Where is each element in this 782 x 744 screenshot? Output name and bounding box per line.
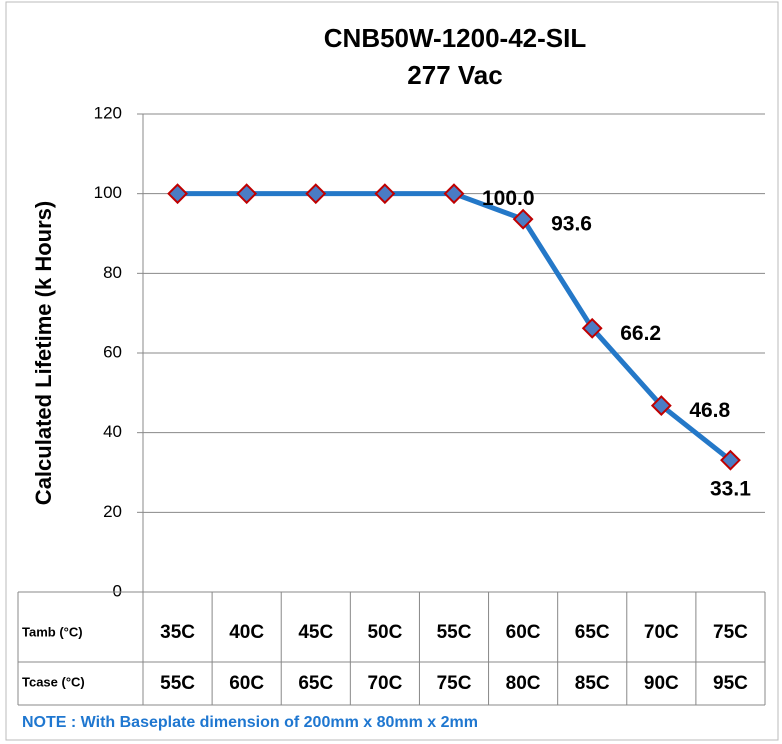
x-tick-label: 90C: [644, 673, 679, 694]
row-label: Tamb (°C): [22, 624, 83, 639]
marker: [305, 183, 327, 205]
x-tick-label: 35C: [160, 622, 195, 643]
marker: [236, 183, 258, 205]
marker: [512, 208, 534, 230]
x-tick-label: 85C: [575, 673, 610, 694]
x-tick-label: 55C: [437, 622, 472, 643]
x-tick-label: 75C: [437, 673, 472, 694]
data-label: 93.6: [551, 213, 592, 236]
marker: [650, 395, 672, 416]
marker: [374, 183, 396, 205]
x-tick-label: 60C: [506, 622, 541, 643]
x-tick-label: 65C: [575, 622, 610, 643]
y-tick-label: 20: [103, 502, 122, 521]
x-tick-label: 45C: [298, 622, 333, 643]
data-label: 100.0: [482, 187, 535, 210]
y-tick-label: 120: [94, 103, 122, 122]
y-tick-label: 100: [94, 183, 122, 202]
marker: [443, 183, 465, 205]
chart-subtitle: 277 Vac: [407, 60, 502, 90]
row-label: Tcase (°C): [22, 674, 85, 689]
y-tick-label: 60: [103, 342, 122, 361]
x-tick-label: 75C: [713, 622, 748, 643]
note: NOTE : With Baseplate dimension of 200mm…: [22, 714, 478, 731]
chart-border: [5, 1, 779, 741]
chart-title: CNB50W-1200-42-SIL: [324, 23, 587, 53]
x-tick-label: 70C: [644, 622, 679, 643]
data-label: 66.2: [620, 322, 661, 345]
data-label: 33.1: [710, 478, 751, 501]
x-tick-label: 40C: [229, 622, 264, 643]
x-tick-label: 95C: [713, 673, 748, 694]
y-axis-label: Calculated Lifetime (k Hours): [31, 201, 56, 505]
y-tick-label: 40: [103, 422, 122, 441]
x-tick-label: 50C: [367, 622, 402, 643]
marker: [720, 449, 741, 471]
marker: [581, 317, 603, 339]
x-tick-label: 65C: [298, 673, 333, 694]
y-tick-label: 0: [113, 581, 122, 600]
x-tick-label: 60C: [229, 673, 264, 694]
x-tick-label: 70C: [367, 673, 402, 694]
marker: [167, 183, 188, 205]
data-label: 46.8: [689, 399, 730, 422]
x-tick-label: 55C: [160, 673, 195, 694]
x-tick-label: 80C: [506, 673, 541, 694]
y-tick-label: 80: [103, 263, 122, 282]
